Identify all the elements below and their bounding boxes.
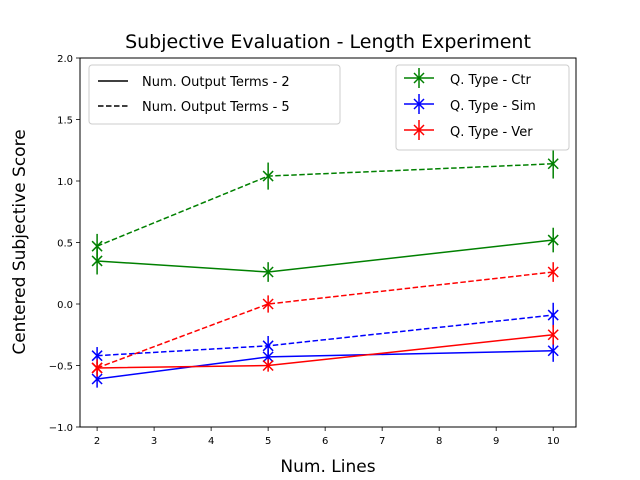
legend-swatch-marker	[413, 72, 425, 84]
data-point	[547, 309, 559, 321]
data-point	[262, 298, 274, 310]
legend-swatch-marker	[413, 124, 425, 136]
series-line	[96, 271, 554, 369]
y-tick-label: 0.5	[57, 239, 73, 250]
data-point	[262, 351, 274, 363]
y-tick-label: 1.0	[57, 177, 73, 188]
data-point	[547, 266, 559, 278]
data-point	[91, 255, 103, 267]
legend-entry-sim: Q. Type - Sim	[450, 99, 536, 114]
data-point	[91, 240, 103, 252]
legend-swatch-marker	[413, 98, 425, 110]
series-1	[91, 149, 559, 259]
data-point	[262, 266, 274, 278]
data-point	[262, 359, 274, 372]
legend-question-types: Q. Type - Ctr Q. Type - Sim Q. Type - Ve…	[395, 64, 570, 151]
x-axis-label: Num. Lines	[280, 457, 375, 477]
y-tick-label: 2.0	[57, 54, 73, 65]
data-point	[547, 329, 559, 341]
legend-entry-ver: Q. Type - Ver	[450, 125, 533, 140]
data-point	[91, 373, 103, 385]
x-tick-label: 5	[265, 436, 271, 447]
x-tick-label: 6	[322, 436, 328, 447]
series-3	[91, 302, 559, 365]
legend-question-types-box	[395, 64, 570, 151]
data-point	[547, 345, 559, 357]
x-tick-label: 2	[94, 436, 100, 447]
legend-entry-terms-2: Num. Output Terms - 2	[142, 75, 290, 90]
data-point	[547, 234, 559, 246]
data-point	[262, 340, 274, 352]
x-tick-label: 3	[151, 436, 157, 447]
data-point	[91, 350, 103, 362]
x-tick-label: 10	[547, 436, 560, 447]
chart-title: Subjective Evaluation - Length Experimen…	[125, 31, 531, 53]
data-point	[547, 158, 559, 170]
y-tick-label: 1.5	[57, 116, 73, 127]
legend-entry-ctr: Q. Type - Ctr	[450, 73, 531, 88]
data-point	[91, 362, 103, 374]
x-tick-label: 9	[493, 436, 499, 447]
y-axis-label: Centered Subjective Score	[10, 129, 30, 354]
legend-entry-terms-5: Num. Output Terms - 5	[142, 100, 290, 115]
legend-line-styles-box	[88, 64, 341, 125]
series-5	[91, 262, 559, 377]
x-tick-label: 8	[436, 436, 442, 447]
series-0	[91, 227, 559, 282]
x-tick-label: 4	[208, 436, 214, 447]
legend-line-styles: Num. Output Terms - 2 Num. Output Terms …	[88, 64, 341, 125]
data-point	[262, 170, 274, 182]
y-tick-label: −0.5	[49, 362, 73, 373]
y-tick-label: −1.0	[49, 423, 73, 434]
x-tick-label: 7	[379, 436, 385, 447]
y-tick-label: 0.0	[57, 300, 73, 311]
